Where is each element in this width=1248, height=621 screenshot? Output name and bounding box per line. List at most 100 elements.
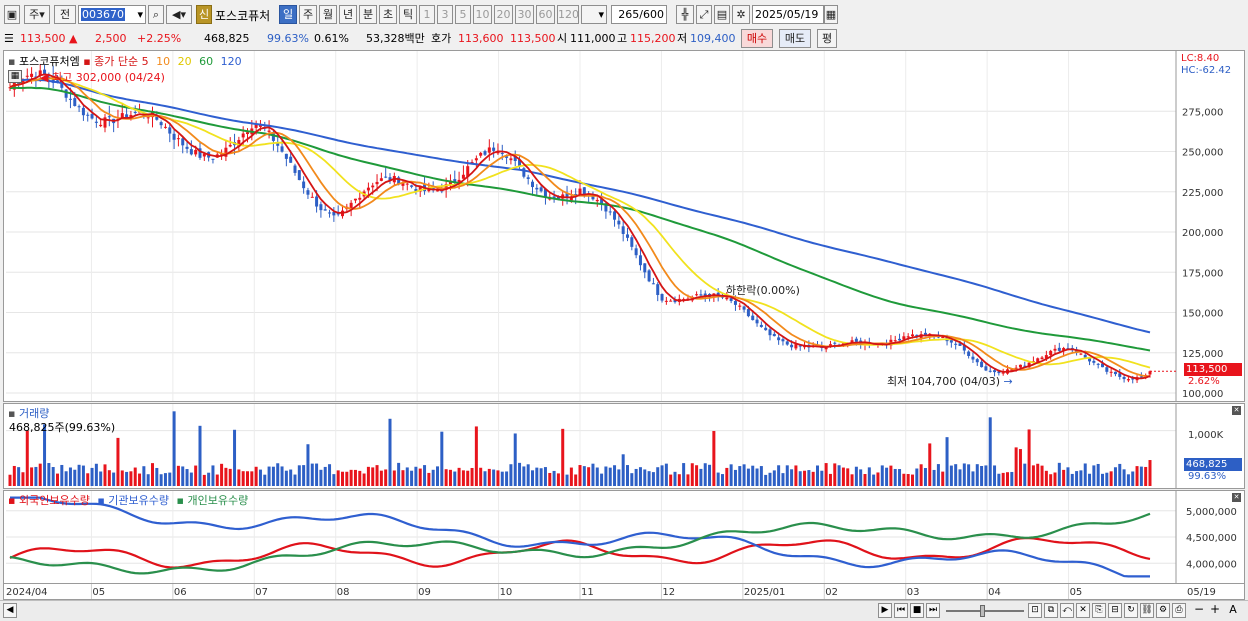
calendar-icon[interactable]: ▦ (824, 5, 838, 24)
search-icon[interactable]: ⌕ (148, 5, 164, 24)
period-minute-button[interactable]: 분 (359, 5, 377, 24)
candle-body (51, 76, 55, 83)
volume-bar (17, 467, 21, 486)
interval-1-button[interactable]: 1 (419, 5, 435, 24)
split-icon[interactable]: ⊟ (1108, 603, 1122, 618)
volume-bar (932, 469, 936, 486)
interval-120-button[interactable]: 120 (557, 5, 579, 24)
print-icon[interactable]: ⎙ (1172, 603, 1186, 618)
holdings-chart[interactable]: 5,000,000 4,500,000 4,000,000 (4, 491, 1244, 583)
crosshair-icon[interactable]: ✕ (1076, 603, 1090, 618)
volume-bar (276, 463, 280, 486)
compare-icon[interactable]: ⧉ (1044, 603, 1058, 618)
close-icon[interactable]: ✕ (1232, 406, 1241, 415)
font-size-icon[interactable]: A (1229, 603, 1237, 616)
volume-bar (911, 474, 914, 486)
stop-icon[interactable]: ■ (910, 603, 924, 618)
price-chart[interactable]: 275,000 250,000 225,000 200,000 175,000 150,0… (4, 51, 1244, 401)
first-icon[interactable]: ⏮ (894, 603, 908, 618)
volume-bar (457, 467, 461, 486)
volume-bar (764, 474, 768, 486)
interval-5-button[interactable]: 5 (455, 5, 471, 24)
speaker-icon[interactable]: ◀▾ (166, 5, 192, 24)
undo-icon[interactable]: ⤺ (1060, 603, 1074, 618)
date-input[interactable]: 2025/05/19 (752, 5, 824, 24)
last-icon[interactable]: ⏭ (926, 603, 940, 618)
zoom-slider-handle[interactable] (980, 605, 985, 617)
zoom-out-icon[interactable]: − (1193, 602, 1205, 616)
candle-body (38, 70, 42, 76)
settings-small-icon[interactable]: ⚙ (1156, 603, 1170, 618)
even-button[interactable]: 평 (817, 29, 837, 48)
volume-bar (479, 467, 483, 486)
count-input[interactable]: 265/600 (611, 5, 667, 24)
price-y-tick: 125,000 (1182, 349, 1223, 360)
period-tick-button[interactable]: 틱 (399, 5, 417, 24)
layout-icon[interactable]: ▣ (4, 5, 20, 24)
scroll-bar[interactable]: ◀ ▶ ⏮ ■ ⏭ ⊡ ⧉ ⤺ ✕ ⎘ ⊟ ↻ ⛓ ⚙ ⎙ − + A (0, 600, 1248, 621)
scroll-right-icon[interactable]: ▶ (878, 603, 892, 618)
sell-button[interactable]: 매도 (779, 29, 811, 48)
interval-3-button[interactable]: 3 (437, 5, 453, 24)
volume-bar (461, 470, 465, 486)
interval-20-button[interactable]: 20 (494, 5, 513, 24)
period-year-button[interactable]: 년 (339, 5, 357, 24)
candle-body (332, 212, 336, 216)
volume-bar (189, 472, 193, 486)
volume-bar (151, 463, 154, 486)
period-week-button[interactable]: 주 (299, 5, 317, 24)
market-select[interactable]: 주▾ (24, 5, 50, 24)
period-second-button[interactable]: 초 (379, 5, 397, 24)
menu-icon[interactable]: ☰ (4, 32, 14, 45)
open-price: 111,000 (570, 32, 616, 45)
refresh-icon[interactable]: ↻ (1124, 603, 1138, 618)
holdings-y-tick: 5,000,000 (1186, 507, 1237, 518)
volume-bar (323, 466, 327, 486)
buy-button[interactable]: 매수 (741, 29, 773, 48)
ma60-line (9, 86, 1151, 352)
volume-bar (353, 469, 357, 486)
interval-60-button[interactable]: 60 (536, 5, 555, 24)
draw-tool-icon[interactable]: ⤢ (696, 5, 712, 24)
interval-custom-select[interactable]: ▾ (581, 5, 607, 24)
grid-toggle-icon[interactable]: ▦ (8, 70, 22, 83)
period-month-button[interactable]: 월 (319, 5, 337, 24)
interval-10-button[interactable]: 10 (473, 5, 492, 24)
copy-icon[interactable]: ⎘ (1092, 603, 1106, 618)
volume-bar (531, 470, 534, 486)
prev-button[interactable]: 전 (54, 5, 76, 24)
candle-body (988, 370, 992, 372)
indicator-icon[interactable]: ╬ (676, 5, 694, 24)
close-icon[interactable]: ✕ (1232, 493, 1241, 502)
volume-bar (587, 467, 591, 486)
zoom-in-icon[interactable]: + (1209, 602, 1221, 616)
volume-bar (1148, 460, 1152, 486)
volume-bar (643, 469, 647, 486)
volume-bar (133, 467, 137, 486)
zoom-fit-icon[interactable]: ⊡ (1028, 603, 1042, 618)
x-axis-label: 09 (418, 587, 431, 598)
volume-bar (811, 471, 815, 486)
x-axis-label: 03 (907, 587, 920, 598)
period-day-button[interactable]: 일 (279, 5, 297, 24)
volume-bar (798, 471, 802, 486)
new-badge[interactable]: 신 (196, 5, 212, 24)
volume-chart[interactable] (4, 404, 1244, 488)
interval-30-button[interactable]: 30 (515, 5, 534, 24)
save-icon[interactable]: ▤ (714, 5, 730, 24)
zoom-slider-track[interactable] (946, 610, 1024, 612)
candle-body (518, 159, 522, 167)
stock-name: 포스코퓨처 (215, 9, 271, 23)
candle-body (954, 343, 958, 345)
volume-bar (561, 428, 565, 486)
scroll-left-icon[interactable]: ◀ (3, 603, 17, 618)
stock-code-input[interactable]: 003670 ▾ (78, 5, 146, 24)
gear-icon[interactable]: ✲ (732, 5, 750, 24)
x-axis-labels: 2024/04 05 06 07 08 09 10 11 12 2025/01 02 03 04 05 05… (6, 584, 1216, 599)
candle-body (198, 148, 202, 158)
volume-bar (673, 471, 677, 486)
volume-bar (427, 472, 431, 486)
link-icon[interactable]: ⛓ (1140, 603, 1154, 618)
candle-body (647, 270, 651, 282)
candle-body (803, 346, 807, 348)
